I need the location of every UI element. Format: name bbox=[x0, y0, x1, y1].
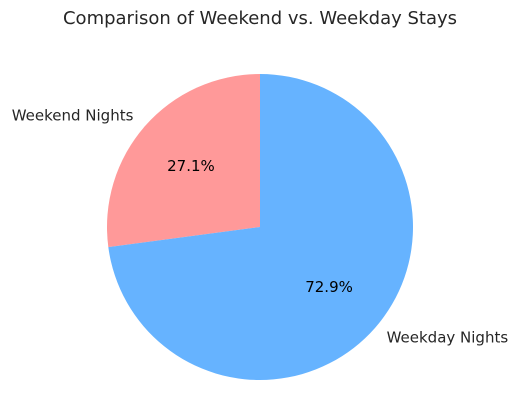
slice-percent-weekday-nights: 72.9% bbox=[305, 278, 353, 296]
chart-title: Comparison of Weekend vs. Weekday Stays bbox=[63, 8, 457, 29]
pie-slices bbox=[106, 73, 414, 380]
pie-slice-weekend-nights bbox=[106, 74, 260, 248]
slice-label-weekday-nights: Weekday Nights bbox=[387, 328, 509, 346]
pie-labels: Weekend Nights 27.1% Weekday Nights 72.9% bbox=[12, 107, 509, 347]
pie-slice-weekday-nights bbox=[108, 73, 414, 380]
slice-percent-weekend-nights: 27.1% bbox=[167, 157, 215, 175]
slice-label-weekend-nights: Weekend Nights bbox=[12, 107, 134, 125]
